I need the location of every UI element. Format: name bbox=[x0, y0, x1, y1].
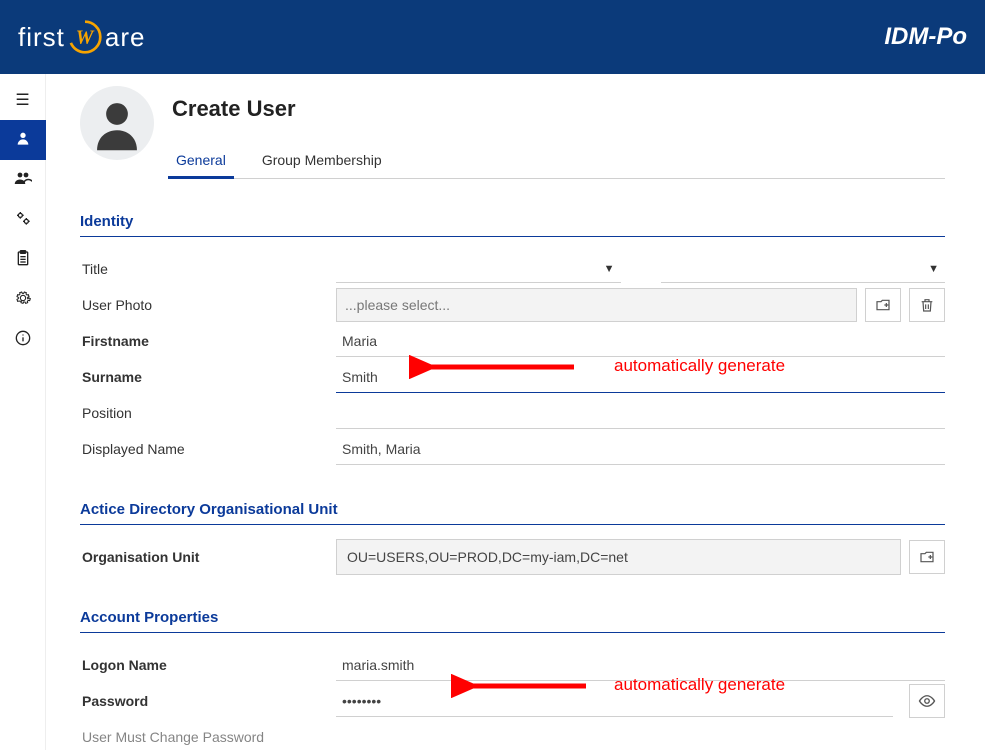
title-select-2[interactable]: ▼ bbox=[661, 255, 946, 283]
surname-input[interactable] bbox=[336, 361, 945, 393]
label-password: Password bbox=[80, 693, 336, 709]
logon-name-input[interactable] bbox=[336, 649, 945, 681]
toggle-password-visibility-button[interactable] bbox=[909, 684, 945, 718]
user-avatar-placeholder bbox=[80, 86, 154, 160]
clipboard-icon bbox=[16, 250, 30, 271]
user-icon bbox=[15, 130, 31, 151]
tabs: General Group Membership bbox=[172, 146, 945, 179]
info-icon bbox=[15, 330, 31, 351]
label-surname: Surname bbox=[80, 369, 336, 385]
browse-photo-button[interactable] bbox=[865, 288, 901, 322]
users-icon bbox=[14, 170, 32, 191]
label-must-change: User Must Change Password bbox=[80, 729, 336, 745]
sidebar-item-menu[interactable]: ☰ bbox=[0, 80, 46, 120]
sidebar-item-info[interactable] bbox=[0, 320, 46, 360]
brand-are: are bbox=[105, 22, 146, 53]
sidebar-nav: ☰ bbox=[0, 74, 46, 750]
label-firstname: Firstname bbox=[80, 333, 336, 349]
label-ou: Organisation Unit bbox=[80, 549, 336, 565]
delete-photo-button[interactable] bbox=[909, 288, 945, 322]
gears-icon bbox=[15, 210, 31, 231]
section-adou: Actice Directory Organisational Unit Org… bbox=[80, 501, 945, 575]
position-input[interactable] bbox=[336, 397, 945, 429]
password-input[interactable] bbox=[336, 685, 893, 717]
section-identity-title: Identity bbox=[80, 213, 945, 237]
sidebar-item-clipboard[interactable] bbox=[0, 240, 46, 280]
svg-text:W: W bbox=[76, 26, 95, 48]
hamburger-icon: ☰ bbox=[15, 90, 29, 110]
displayed-name-input[interactable] bbox=[336, 433, 945, 465]
sidebar-item-gears[interactable] bbox=[0, 200, 46, 240]
section-identity: Identity Title ▼ ▼ User Photo ...please … bbox=[80, 213, 945, 467]
page-title: Create User bbox=[172, 96, 945, 122]
main-content: Create User General Group Membership Ide… bbox=[46, 74, 985, 750]
tab-group-membership[interactable]: Group Membership bbox=[258, 146, 386, 178]
label-position: Position bbox=[80, 405, 336, 421]
sidebar-item-users[interactable] bbox=[0, 160, 46, 200]
caret-down-icon: ▼ bbox=[604, 263, 615, 275]
section-account: Account Properties Logon Name Password bbox=[80, 609, 945, 750]
gear-icon bbox=[15, 290, 31, 311]
label-logon-name: Logon Name bbox=[80, 657, 336, 673]
sidebar-item-settings[interactable] bbox=[0, 280, 46, 320]
ou-value: OU=USERS,OU=PROD,DC=my-iam,DC=net bbox=[336, 539, 901, 575]
browse-ou-button[interactable] bbox=[909, 540, 945, 574]
brand-logo: first W are bbox=[18, 19, 145, 55]
section-account-title: Account Properties bbox=[80, 609, 945, 633]
brand-first: first bbox=[18, 22, 65, 53]
label-displayed-name: Displayed Name bbox=[80, 441, 336, 457]
title-select-1[interactable]: ▼ bbox=[336, 255, 621, 283]
label-user-photo: User Photo bbox=[80, 297, 336, 313]
user-photo-select[interactable]: ...please select... bbox=[336, 288, 857, 322]
label-title: Title bbox=[80, 261, 336, 277]
tab-general[interactable]: General bbox=[172, 146, 230, 178]
product-name: IDM-Po bbox=[884, 23, 967, 51]
firstname-input[interactable] bbox=[336, 325, 945, 357]
caret-down-icon: ▼ bbox=[928, 263, 939, 275]
section-adou-title: Actice Directory Organisational Unit bbox=[80, 501, 945, 525]
brand-w-badge: W bbox=[67, 19, 103, 55]
sidebar-item-user[interactable] bbox=[0, 120, 46, 160]
top-header: first W are IDM-Po bbox=[0, 0, 985, 74]
